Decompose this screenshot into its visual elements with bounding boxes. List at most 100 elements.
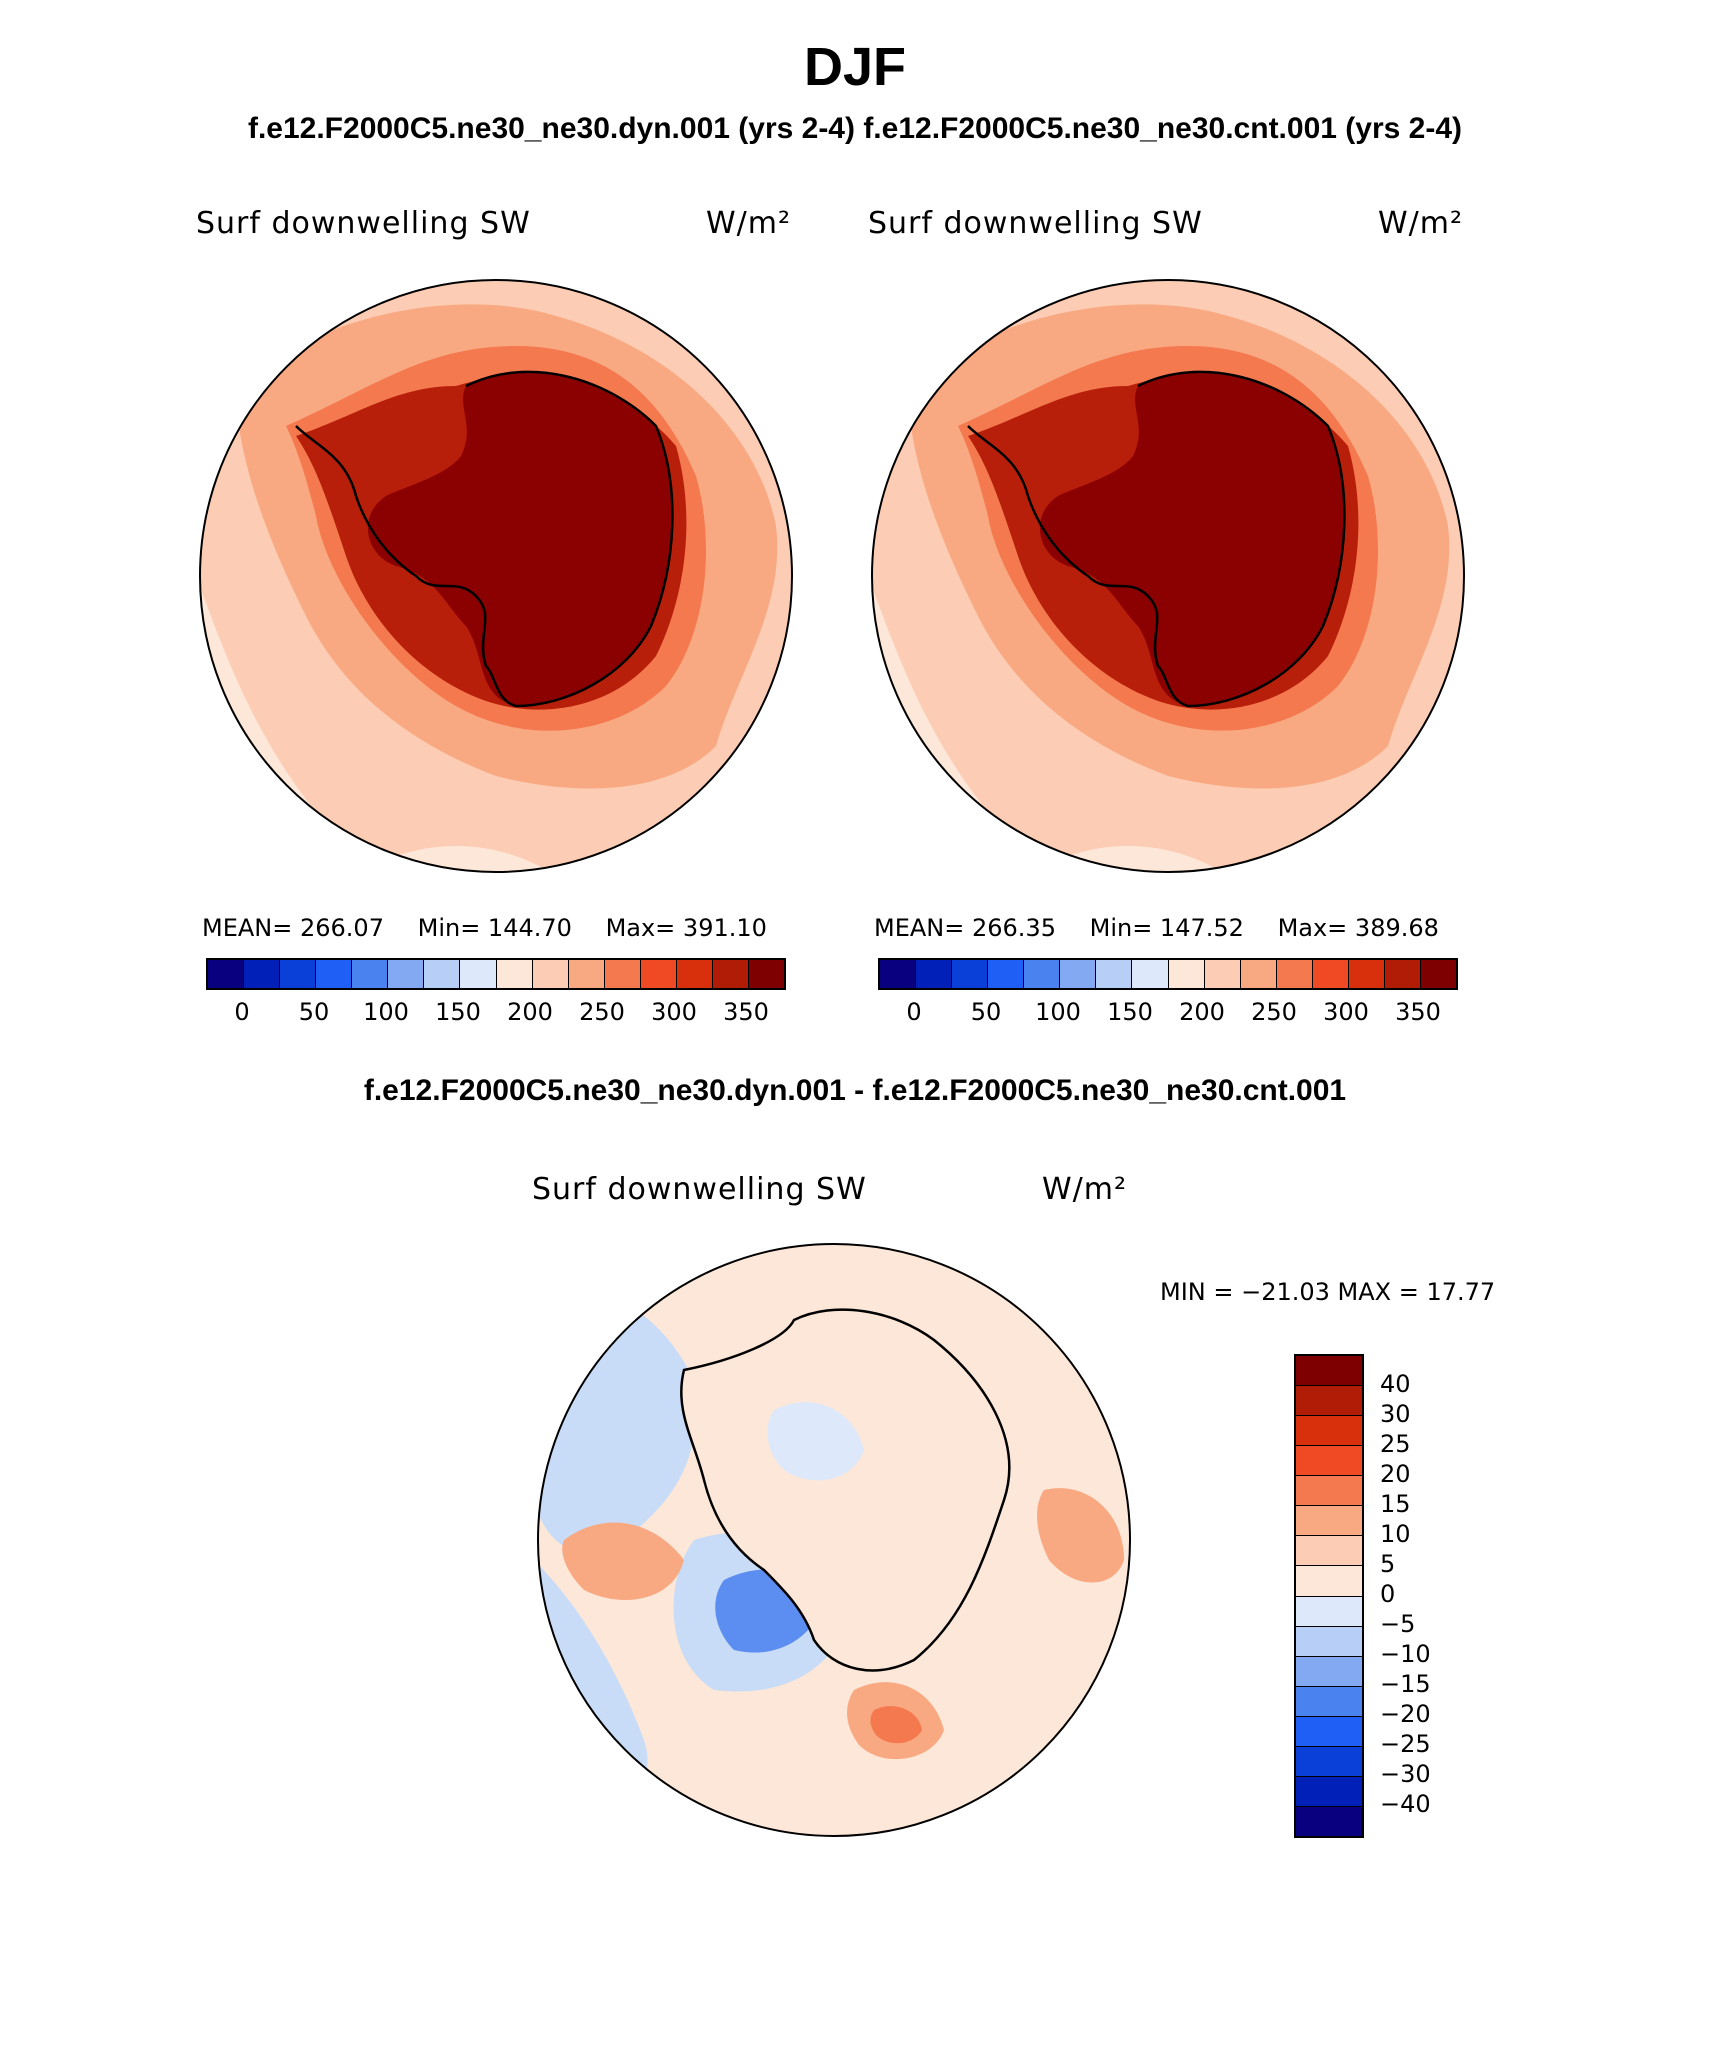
antarctica-coastline <box>680 1308 1011 1672</box>
colorbar-swatch <box>1296 1475 1362 1506</box>
colorbar-tick-label: 250 <box>579 998 625 1026</box>
difference-title: f.e12.F2000C5.ne30_ne30.dyn.001 - f.e12.… <box>363 1074 1347 1107</box>
map-boundary <box>537 1243 1131 1837</box>
panel1-mean: MEAN= 266.07 <box>202 914 384 942</box>
colorbar-tick-label: 0 <box>906 998 922 1026</box>
colorbar-tick-label: 40 <box>1380 1370 1411 1398</box>
colorbar-tick-label: −40 <box>1380 1790 1431 1818</box>
main-title: DJF <box>803 37 906 97</box>
colorbar-tick-label: 25 <box>1380 1430 1411 1458</box>
panel2-colorbar <box>878 958 1458 990</box>
panel2-colorbar-ticks: 0 50 100 150 200 250 300 350 <box>878 998 1454 1028</box>
colorbar-tick-label: −20 <box>1380 1700 1431 1728</box>
colorbar-swatch <box>459 960 496 988</box>
colorbar-swatch <box>1167 960 1204 988</box>
colorbar-tick-label: 150 <box>1107 998 1153 1026</box>
diff-negative-region-interior <box>767 1402 864 1481</box>
panel2-units-label: W/m² <box>1378 206 1464 241</box>
colorbar-swatch <box>1296 1805 1362 1836</box>
panel1-max: Max= 391.10 <box>605 914 767 942</box>
colorbar-swatch <box>1296 1385 1362 1416</box>
diff-positive-region-west <box>562 1522 684 1600</box>
subtitle-case-names: f.e12.F2000C5.ne30_ne30.dyn.001 (yrs 2-4… <box>247 112 1463 145</box>
colorbar-swatch <box>915 960 952 988</box>
colorbar-swatch <box>495 960 532 988</box>
diff-strong-positive-region <box>870 1706 922 1744</box>
panel2-stats: MEAN= 266.35 Min= 147.52 Max= 389.68 <box>874 914 1465 942</box>
panel2-variable-label: Surf downwelling SW <box>868 206 1203 241</box>
colorbar-tick-label: 350 <box>723 998 769 1026</box>
colorbar-swatch <box>1296 1445 1362 1476</box>
colorbar-tick-label: 100 <box>363 998 409 1026</box>
colorbar-swatch <box>1059 960 1096 988</box>
colorbar-swatch <box>603 960 640 988</box>
panel2-mean: MEAN= 266.35 <box>874 914 1056 942</box>
colorbar-swatch <box>1296 1535 1362 1566</box>
colorbar-swatch <box>1296 1415 1362 1446</box>
colorbar-swatch <box>1296 1715 1362 1746</box>
continent-interior <box>367 371 673 706</box>
diff-positive-region-east <box>1037 1488 1124 1583</box>
colorbar-swatch <box>1296 1625 1362 1656</box>
panel2-polar-map <box>871 279 1465 873</box>
panel2-min: Min= 147.52 <box>1089 914 1244 942</box>
panel1-stats: MEAN= 266.07 Min= 144.70 Max= 391.10 <box>202 914 793 942</box>
colorbar-swatch <box>1296 1595 1362 1626</box>
colorbar-swatch <box>1296 1775 1362 1806</box>
colorbar-tick-label: −25 <box>1380 1730 1431 1758</box>
colorbar-swatch <box>387 960 424 988</box>
colorbar-tick-label: 10 <box>1380 1520 1411 1548</box>
colorbar-swatch <box>747 960 784 988</box>
colorbar-swatch <box>880 960 916 988</box>
colorbar-swatch <box>1296 1565 1362 1596</box>
colorbar-swatch <box>567 960 604 988</box>
colorbar-swatch <box>1296 1505 1362 1536</box>
colorbar-tick-label: 0 <box>234 998 250 1026</box>
colorbar-swatch <box>711 960 748 988</box>
colorbar-swatch <box>1296 1655 1362 1686</box>
colorbar-swatch <box>423 960 460 988</box>
colorbar-swatch <box>1311 960 1348 988</box>
colorbar-swatch <box>531 960 568 988</box>
colorbar-tick-label: 5 <box>1380 1550 1396 1578</box>
map-boundary <box>871 279 1465 873</box>
colorbar-tick-label: 50 <box>298 998 330 1026</box>
colorbar-swatch <box>675 960 712 988</box>
colorbar-tick-label: 20 <box>1380 1460 1411 1488</box>
colorbar-swatch <box>951 960 988 988</box>
difference-polar-map <box>537 1243 1131 1837</box>
panel1-units-label: W/m² <box>706 206 792 241</box>
difference-colorbar <box>1294 1354 1364 1838</box>
difference-colorbar-ticks: 40 30 25 20 15 10 5 0 −5 −10 −15 −20 −25 −30 −40 <box>1380 1354 1480 1834</box>
panel1-min: Min= 144.70 <box>417 914 572 942</box>
colorbar-swatch <box>1239 960 1276 988</box>
colorbar-tick-label: 0 <box>1380 1580 1396 1608</box>
diff-units-label: W/m² <box>1042 1172 1128 1207</box>
panel1-variable-label: Surf downwelling SW <box>196 206 531 241</box>
colorbar-tick-label: 100 <box>1035 998 1081 1026</box>
colorbar-tick-label: −5 <box>1380 1610 1416 1638</box>
panel1-colorbar <box>206 958 786 990</box>
antarctica-coastline <box>967 370 1346 708</box>
colorbar-tick-label: 200 <box>1179 998 1225 1026</box>
colorbar-swatch <box>1023 960 1060 988</box>
colorbar-swatch <box>987 960 1024 988</box>
colorbar-swatch <box>1383 960 1420 988</box>
colorbar-tick-label: 50 <box>970 998 1002 1026</box>
colorbar-tick-label: −15 <box>1380 1670 1431 1698</box>
colorbar-tick-label: 200 <box>507 998 553 1026</box>
colorbar-swatch <box>243 960 280 988</box>
colorbar-tick-label: 150 <box>435 998 481 1026</box>
colorbar-swatch <box>1095 960 1132 988</box>
colorbar-tick-label: 350 <box>1395 998 1441 1026</box>
diff-variable-label: Surf downwelling SW <box>532 1172 867 1207</box>
panel2-max: Max= 389.68 <box>1277 914 1439 942</box>
colorbar-swatch <box>208 960 244 988</box>
colorbar-swatch <box>1296 1745 1362 1776</box>
diff-minmax: MIN = −21.03 MAX = 17.77 <box>1160 1278 1496 1306</box>
colorbar-tick-label: 300 <box>1323 998 1369 1026</box>
panel1-polar-map <box>199 279 793 873</box>
colorbar-tick-label: −10 <box>1380 1640 1431 1668</box>
colorbar-swatch <box>1203 960 1240 988</box>
continent-interior <box>1039 371 1345 706</box>
